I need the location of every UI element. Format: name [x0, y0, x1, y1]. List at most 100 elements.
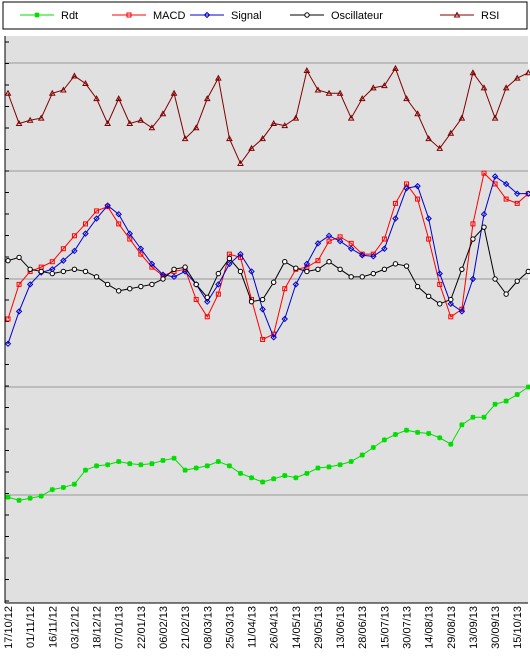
marker — [270, 334, 277, 341]
marker — [260, 479, 266, 485]
marker — [49, 270, 55, 277]
marker — [15, 308, 23, 315]
marker — [492, 401, 498, 407]
marker — [381, 236, 387, 242]
marker — [115, 210, 122, 218]
marker — [193, 297, 199, 303]
marker — [325, 89, 333, 96]
marker — [336, 89, 344, 96]
marker — [34, 12, 40, 18]
marker — [215, 281, 222, 288]
legend-label: RSI — [481, 10, 499, 22]
marker — [381, 245, 388, 252]
marker — [469, 275, 477, 283]
marker — [116, 288, 122, 294]
marker — [514, 200, 520, 206]
marker — [470, 221, 476, 227]
marker — [204, 314, 210, 320]
marker — [370, 253, 377, 260]
marker — [481, 224, 487, 230]
marker — [314, 240, 322, 247]
x-tick-label: 15/10/13 — [512, 606, 524, 649]
marker — [126, 230, 133, 237]
marker — [381, 82, 388, 89]
x-tick-label: 01/11/12 — [25, 606, 37, 648]
marker — [525, 384, 530, 390]
x-tick-label: 22/01/13 — [136, 606, 148, 649]
marker — [270, 279, 277, 285]
marker — [469, 69, 477, 76]
marker — [448, 314, 454, 320]
marker — [425, 135, 433, 142]
marker — [514, 278, 520, 284]
marker — [4, 340, 12, 348]
marker — [337, 266, 343, 272]
marker — [326, 464, 332, 470]
marker — [326, 259, 332, 265]
marker — [215, 458, 221, 465]
x-tick-label: 06/02/13 — [158, 606, 170, 649]
marker — [126, 12, 132, 18]
marker — [403, 427, 410, 433]
marker — [71, 247, 78, 255]
marker — [392, 200, 398, 206]
marker — [60, 86, 67, 93]
marker — [315, 465, 321, 471]
marker — [248, 268, 255, 275]
marker — [392, 261, 399, 267]
marker — [82, 79, 89, 87]
series-line — [7, 175, 529, 344]
marker — [270, 119, 278, 126]
marker — [5, 316, 11, 322]
marker — [193, 465, 199, 471]
marker — [138, 283, 144, 290]
marker — [392, 431, 398, 438]
x-tick-label: 29/05/13 — [313, 606, 325, 649]
marker — [116, 221, 122, 227]
marker — [414, 182, 421, 190]
marker — [347, 245, 355, 252]
marker — [193, 281, 199, 288]
marker — [127, 461, 133, 467]
marker — [71, 233, 77, 239]
marker — [237, 250, 244, 258]
marker — [192, 124, 200, 131]
marker — [453, 11, 461, 18]
marker — [415, 429, 421, 435]
marker — [182, 467, 188, 473]
marker — [149, 264, 155, 270]
marker — [237, 159, 244, 166]
x-tick-label: 18/12/12 — [92, 606, 104, 649]
marker — [37, 114, 45, 121]
marker — [347, 114, 355, 121]
marker — [303, 260, 311, 268]
marker — [369, 84, 377, 91]
marker — [448, 441, 454, 447]
marker — [215, 270, 222, 277]
marker — [116, 458, 122, 465]
x-tick-label: 29/08/13 — [446, 606, 458, 649]
marker — [282, 473, 288, 479]
marker — [38, 493, 44, 499]
marker — [26, 116, 34, 123]
marker — [94, 208, 100, 214]
marker — [171, 455, 177, 461]
marker — [358, 95, 366, 102]
marker — [502, 180, 510, 188]
marker — [303, 67, 311, 74]
marker — [137, 116, 145, 123]
marker — [271, 476, 277, 482]
marker — [337, 462, 343, 468]
marker — [248, 298, 255, 305]
legend-label: MACD — [153, 10, 185, 22]
marker — [104, 281, 111, 288]
marker — [226, 255, 233, 262]
marker — [215, 291, 221, 297]
marker — [148, 124, 156, 131]
marker — [82, 268, 89, 275]
marker — [204, 298, 211, 305]
marker — [470, 414, 476, 420]
x-tick-label: 30/09/13 — [490, 606, 502, 649]
marker — [447, 129, 455, 136]
marker — [60, 257, 67, 264]
